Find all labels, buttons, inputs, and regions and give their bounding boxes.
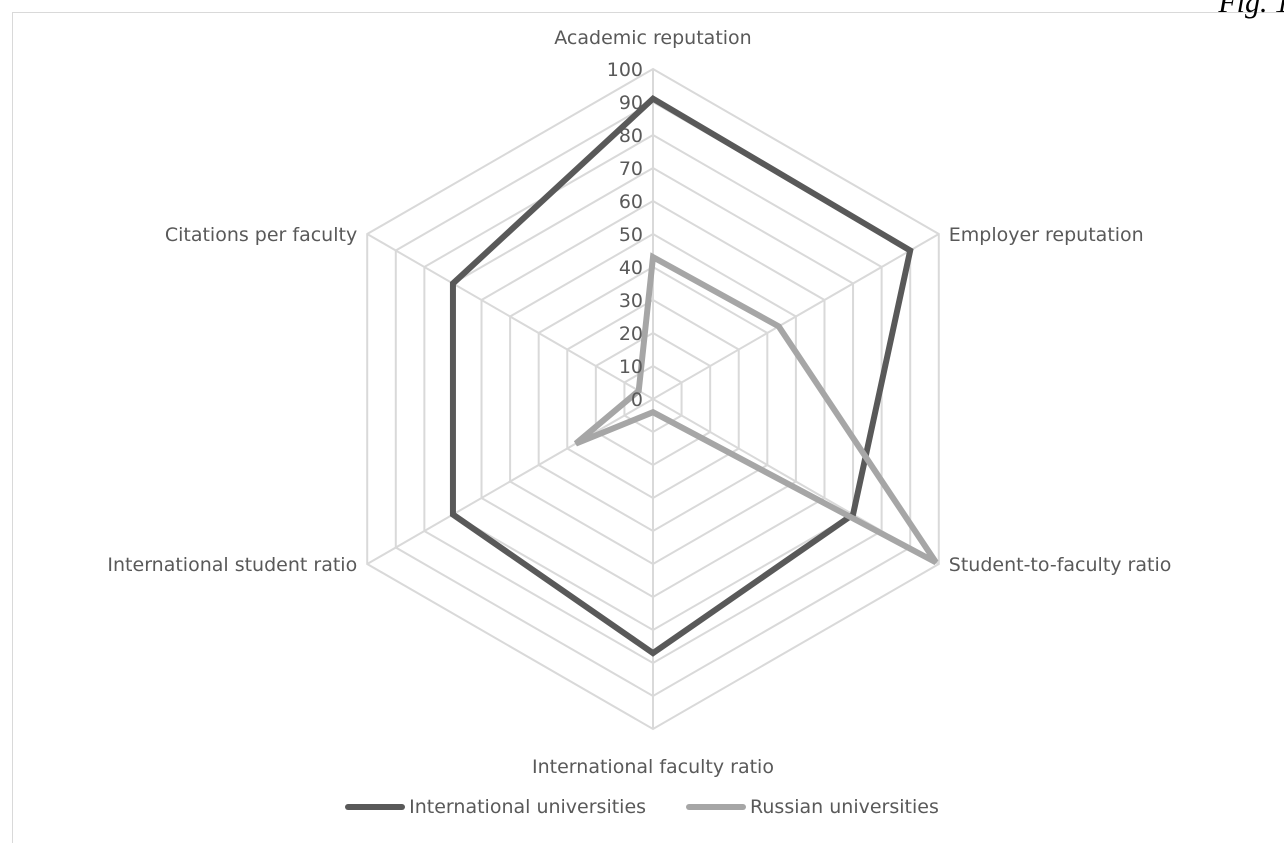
tick-label-10: 10 (619, 356, 643, 378)
tick-label-70: 70 (619, 158, 643, 180)
tick-label-20: 20 (619, 323, 643, 345)
tick-label-40: 40 (619, 257, 643, 279)
tick-label-60: 60 (619, 191, 643, 213)
tick-label-0: 0 (631, 389, 643, 411)
legend-swatch-russian (686, 804, 746, 810)
tick-label-80: 80 (619, 125, 643, 147)
category-label-0: Academic reputation (554, 27, 751, 49)
legend-item-russian: Russian universities (686, 796, 939, 818)
tick-label-90: 90 (619, 92, 643, 114)
legend-item-international: International universities (345, 796, 646, 818)
category-label-1: Employer reputation (949, 224, 1144, 246)
category-label-2: Student-to-faculty ratio (949, 554, 1172, 576)
series-line-international (453, 99, 910, 653)
legend-swatch-international (345, 804, 405, 810)
chart-legend: International universities Russian unive… (0, 796, 1284, 818)
tick-layer: 0 10 20 30 40 50 60 70 80 90 100 (607, 59, 643, 411)
legend-label-russian: Russian universities (750, 796, 939, 818)
tick-label-30: 30 (619, 290, 643, 312)
category-label-5: Citations per faculty (165, 224, 357, 246)
category-label-4: International student ratio (107, 554, 357, 576)
tick-label-100: 100 (607, 59, 643, 81)
category-label-3: International faculty ratio (532, 756, 774, 778)
tick-label-50: 50 (619, 224, 643, 246)
legend-label-international: International universities (409, 796, 646, 818)
